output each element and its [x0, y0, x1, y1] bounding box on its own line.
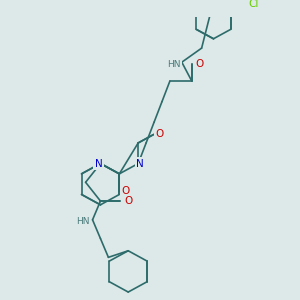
Text: O: O [196, 59, 204, 69]
Text: N: N [136, 158, 144, 169]
Text: N: N [94, 158, 102, 169]
Text: O: O [121, 186, 129, 196]
Text: O: O [155, 129, 164, 140]
Text: HN: HN [167, 60, 181, 69]
Text: HN: HN [76, 217, 89, 226]
Text: Cl: Cl [249, 0, 259, 9]
Text: O: O [124, 196, 132, 206]
